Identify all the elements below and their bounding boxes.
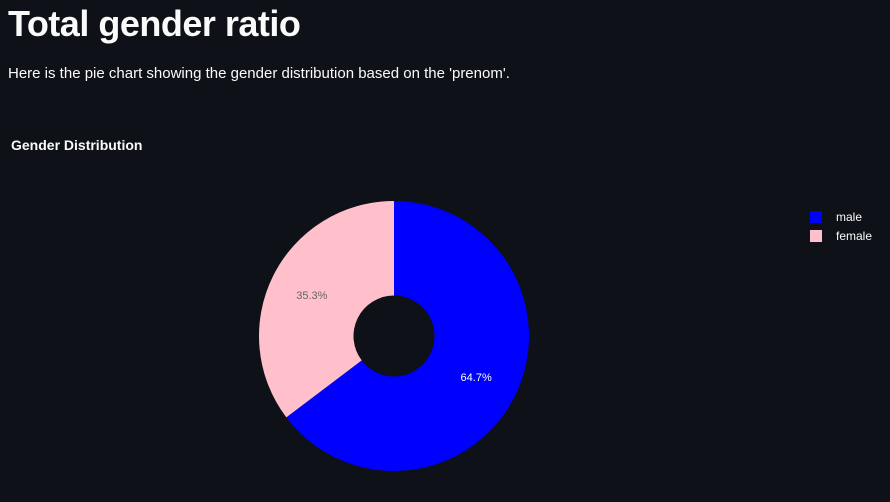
page-description: Here is the pie chart showing the gender… <box>8 65 510 82</box>
slice-label-female: 35.3% <box>296 290 327 302</box>
legend-swatch-female <box>810 229 822 242</box>
legend-item-male[interactable]: male <box>810 207 872 226</box>
page-title: Total gender ratio <box>8 3 301 44</box>
legend-label-male: male <box>836 209 863 224</box>
legend-swatch-male <box>810 210 822 223</box>
slice-label-male: 64.7% <box>461 372 492 384</box>
pie-slice-female[interactable] <box>259 201 394 418</box>
chart-legend: male female <box>810 207 872 245</box>
legend-label-female: female <box>836 228 873 243</box>
chart-title: Gender Distribution <box>11 137 143 153</box>
pie-slice-male[interactable] <box>286 201 529 471</box>
legend-item-female[interactable]: female <box>810 226 872 245</box>
